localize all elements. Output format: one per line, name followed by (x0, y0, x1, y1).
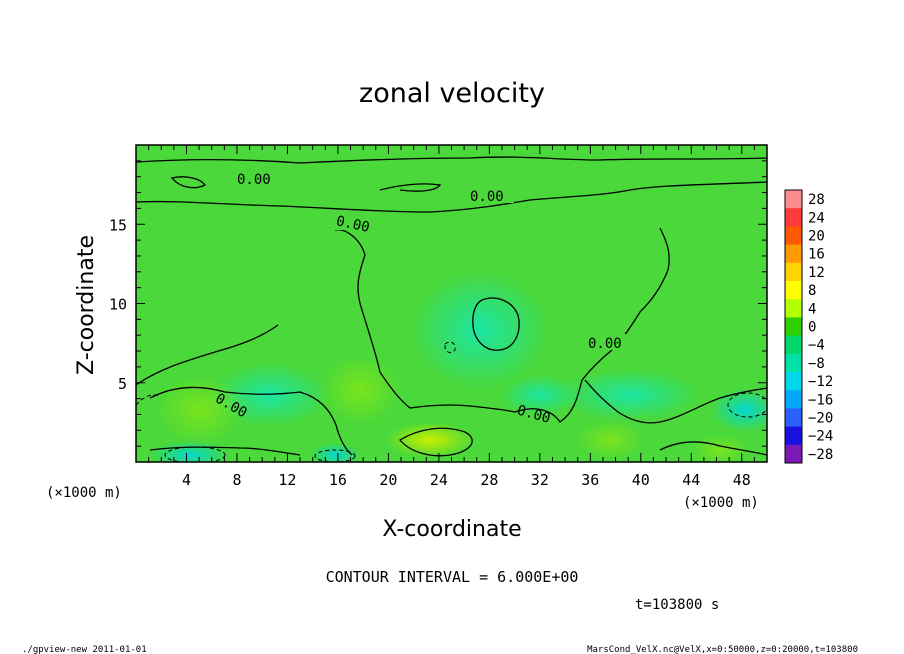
colorbar-swatch (785, 226, 802, 245)
colorbar-label: −20 (808, 411, 833, 427)
colorbar-swatch (785, 426, 802, 446)
chart-title: zonal velocity (359, 78, 545, 109)
x-tick-label: 36 (581, 471, 599, 489)
colorbar-swatch (785, 208, 802, 227)
colorbar-swatch (785, 190, 802, 209)
y-tick-label: 10 (109, 296, 127, 314)
x-tick-label: 32 (531, 471, 549, 489)
contour-label: 0.00 (335, 213, 371, 236)
colorbar-label: 16 (808, 247, 825, 263)
colorbar-label: 12 (808, 265, 825, 281)
colorbar-swatch (785, 353, 802, 373)
x-tick-label: 12 (278, 471, 296, 489)
footer-right: MarsCond_VelX.nc@VelX,x=0:50000,z=0:2000… (587, 645, 858, 654)
colorbar-label: 4 (808, 301, 816, 317)
colorbar-swatch (785, 317, 802, 336)
colorbar-swatch (785, 372, 802, 391)
negative-contours (136, 341, 767, 462)
y-axis-title: Z-coordinate (74, 235, 99, 375)
x-tick-label: 44 (682, 471, 700, 489)
heatmap-field (136, 145, 767, 462)
x-axis-title: X-coordinate (382, 517, 521, 542)
x-unit-label-right: (×1000 m) (683, 495, 759, 511)
x-tick-label: 40 (632, 471, 650, 489)
x-tick-label: 4 (182, 471, 191, 489)
colorbar-label: −8 (808, 356, 825, 372)
colorbar-frame (784, 189, 803, 464)
x-unit-label-left: (×1000 m) (46, 485, 122, 501)
y-tick-label: 5 (118, 375, 127, 393)
colorbar: 28 24 20 16 12 8 4 0 −4 −8 −12 −16 −20 −24 −28 (784, 189, 833, 464)
x-tick-label: 28 (480, 471, 498, 489)
contour-label: 0.00 (588, 336, 622, 352)
x-tick-label: 24 (430, 471, 448, 489)
colorbar-label: 20 (808, 229, 825, 245)
colorbar-label: −28 (808, 447, 833, 463)
contour-lines (136, 156, 767, 457)
colorbar-label: −12 (808, 374, 833, 390)
colorbar-label: 8 (808, 283, 816, 299)
colorbar-label: −24 (808, 429, 833, 445)
colorbar-swatch (785, 281, 802, 300)
contour-label: 0.00 (470, 189, 504, 205)
contour-label: 0.00 (237, 172, 271, 188)
x-tick-label: 48 (733, 471, 751, 489)
colorbar-swatch (785, 335, 802, 355)
x-tick-label: 20 (379, 471, 397, 489)
x-axis: 4 8 12 16 20 24 28 32 36 40 44 48 (148, 145, 755, 489)
time-note: t=103800 s (635, 597, 719, 613)
colorbar-label: 24 (808, 210, 825, 226)
contour-interval-note: CONTOUR INTERVAL = 6.000E+00 (326, 568, 579, 586)
footer-left: ./gpview-new 2011-01-01 (22, 645, 147, 654)
colorbar-label: 0 (808, 320, 816, 336)
x-tick-label: 16 (329, 471, 347, 489)
colorbar-label: −4 (808, 338, 825, 354)
colorbar-swatch (785, 390, 802, 409)
colorbar-label: 28 (808, 192, 825, 208)
y-axis: 5 10 15 (109, 160, 767, 447)
colorbar-swatch (785, 244, 802, 264)
colorbar-label: −16 (808, 392, 833, 408)
colorbar-swatch (785, 408, 802, 427)
colorbar-swatch (785, 262, 802, 282)
colorbar-swatch (785, 444, 802, 464)
y-tick-label: 15 (109, 216, 127, 234)
colorbar-swatch (785, 299, 802, 318)
x-tick-label: 8 (232, 471, 241, 489)
